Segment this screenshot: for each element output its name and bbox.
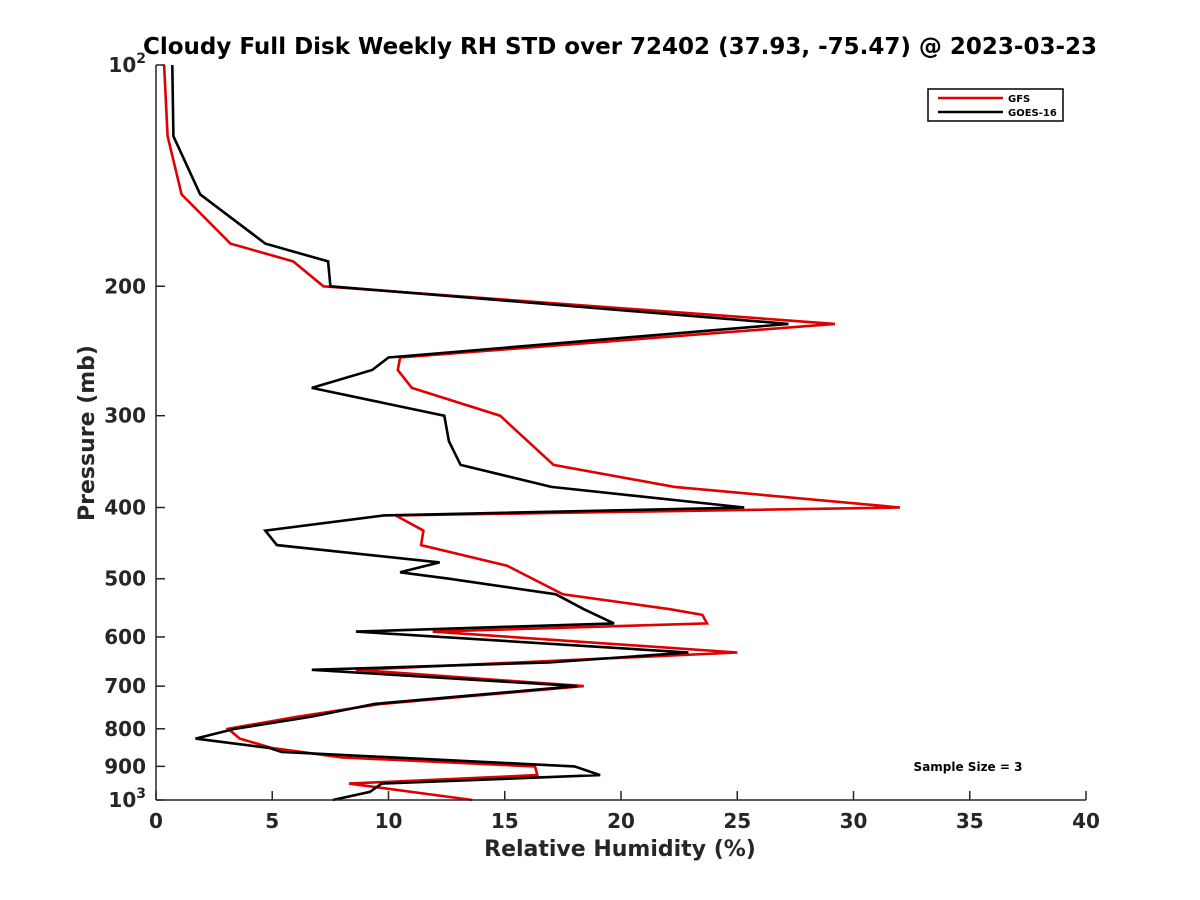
plot-area: [156, 65, 1086, 800]
axes-layer: 0 5 10 15 20 25 30 35 40 102 200 300 400 500 600 700 800…: [104, 51, 1100, 833]
series-layer: [162, 64, 901, 802]
y-axis-label: Pressure (mb): [75, 345, 100, 521]
y-tick-label: 102: [108, 51, 146, 77]
x-axis-label: Relative Humidity (%): [484, 837, 756, 862]
y-tick-exponent: 3: [136, 786, 146, 802]
y-tick-label: 700: [104, 674, 146, 698]
x-tick-label: 20: [607, 809, 635, 833]
plot-background: [156, 65, 1086, 800]
legend-label-goes-16: GOES-16: [1008, 108, 1057, 119]
x-tick-label: 40: [1072, 809, 1100, 833]
y-tick-label: 600: [104, 625, 146, 649]
x-tick-label: 0: [149, 809, 163, 833]
legend-box: [927, 88, 1064, 122]
x-tick-label: 10: [375, 809, 403, 833]
y-tick-label: 300: [104, 404, 146, 428]
y-tick-exponent: 2: [136, 51, 146, 67]
legend: GFS GOES-16: [927, 88, 1064, 122]
x-tick-label: 5: [265, 809, 279, 833]
x-tick-label: 35: [956, 809, 984, 833]
y-tick-label: 200: [104, 274, 146, 298]
y-tick-label: 900: [104, 754, 146, 778]
y-tick-label: 400: [104, 496, 146, 520]
chart-title: Cloudy Full Disk Weekly RH STD over 7240…: [143, 34, 1097, 60]
series-line-goes-16: [171, 64, 789, 802]
sample-size-note: Sample Size = 3: [914, 760, 1023, 774]
y-tick-label: 800: [104, 717, 146, 741]
y-tick-label: 103: [108, 786, 146, 812]
x-tick-label: 15: [491, 809, 519, 833]
x-tick-label: 25: [723, 809, 751, 833]
x-tick-label: 30: [840, 809, 868, 833]
legend-label-gfs: GFS: [1008, 94, 1030, 105]
series-line-gfs: [162, 64, 901, 802]
y-tick-label: 500: [104, 567, 146, 591]
